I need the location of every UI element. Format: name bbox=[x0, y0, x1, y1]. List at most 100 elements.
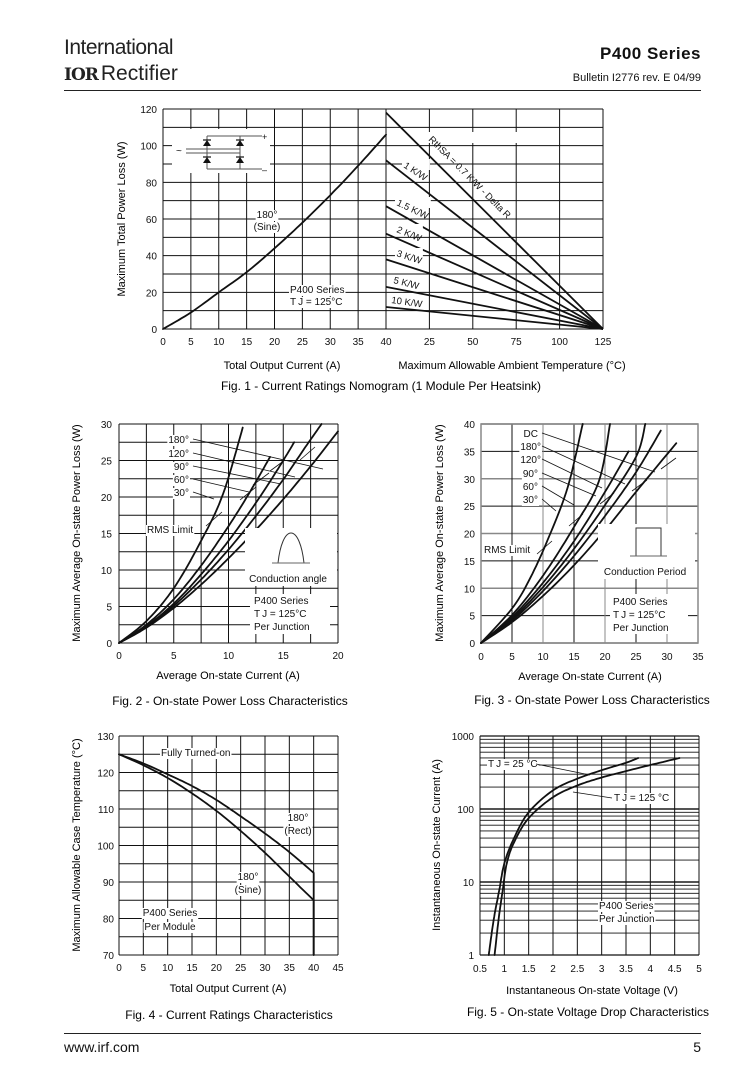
fig1-label-tj: T J = 125°C bbox=[290, 297, 342, 308]
fig3-xtick: 25 bbox=[630, 652, 642, 663]
fig3-rms-limit-mark bbox=[599, 492, 615, 505]
fig1-xtick: 40 bbox=[380, 337, 392, 348]
fig4-label-rect-1: 180° bbox=[288, 813, 309, 824]
fig2-rms-limit-mark bbox=[299, 446, 316, 461]
fig4-label-sine-2: (Sine) bbox=[235, 885, 262, 896]
fig3-xtick: 15 bbox=[568, 652, 580, 663]
fig3-leader bbox=[541, 432, 656, 473]
fig4-ytick: 130 bbox=[97, 732, 114, 743]
fig1-ytick: 120 bbox=[140, 105, 157, 116]
fig4-ytick: 120 bbox=[97, 769, 114, 780]
fig1-rth-label-bg bbox=[402, 159, 430, 170]
fig5-label-series-bg bbox=[598, 901, 655, 912]
fig3-label: 180° bbox=[520, 442, 541, 453]
diode-icon bbox=[236, 157, 244, 163]
fig4-label-sine-1-bg bbox=[236, 872, 260, 883]
fig5-series-tj125 bbox=[493, 757, 681, 956]
fig1-xtick: 100 bbox=[551, 337, 568, 348]
fig3-label: 120° bbox=[520, 455, 541, 466]
fig1-label-tj-bg bbox=[289, 297, 344, 308]
fig2-inset-bg bbox=[245, 528, 337, 586]
fig5-ytick: 1000 bbox=[452, 732, 475, 743]
fig5-xtick: 0.5 bbox=[473, 964, 487, 975]
fig4-xtick: 40 bbox=[308, 963, 320, 974]
fig4-current-ratings: 0 5 10 15 20 25 30 35 40 45 70 80 90 100 110 120 130 Full… bbox=[97, 732, 344, 974]
fig1-rth-label-bg bbox=[390, 295, 424, 306]
footer-url[interactable]: www.irf.com bbox=[64, 1039, 140, 1055]
logo-rectifier-text: Rectifier bbox=[100, 62, 178, 85]
fig3-rms-limit-mark bbox=[660, 457, 677, 470]
fig4-ytick: 100 bbox=[97, 842, 114, 853]
fig5-xtick: 2 bbox=[550, 964, 556, 975]
fig4-xtick: 25 bbox=[235, 963, 247, 974]
fig2-ylabel: Maximum Average On-state Power Loss (W) bbox=[71, 424, 83, 641]
fig2-label-120: 120° bbox=[168, 449, 189, 460]
fig2-ytick: 20 bbox=[101, 493, 113, 504]
fig5-caption: Fig. 5 - On-state Voltage Drop Character… bbox=[467, 1005, 709, 1019]
fig5-xtick: 4 bbox=[648, 964, 654, 975]
fig5-label-tj25-bg bbox=[487, 759, 539, 770]
fig3-ytick: 0 bbox=[469, 639, 475, 650]
fig3-series-120deg bbox=[480, 423, 647, 644]
fig1-series-rth-0 bbox=[385, 112, 604, 330]
fig3-series-180deg bbox=[480, 429, 662, 644]
fig5-leader-25 bbox=[535, 763, 591, 776]
diode-icon bbox=[203, 157, 211, 163]
fig2-label-180-bg bbox=[167, 435, 190, 446]
fig3-ytick: 25 bbox=[464, 502, 476, 513]
fig3-ytick: 40 bbox=[464, 420, 476, 431]
footer-divider bbox=[64, 1033, 701, 1034]
fig5-ytick: 10 bbox=[463, 878, 475, 889]
fig3-label-bg bbox=[519, 442, 542, 453]
fig1-xtick: 15 bbox=[241, 337, 253, 348]
fig3-ytick: 30 bbox=[464, 475, 476, 486]
fig3-series-30deg bbox=[480, 423, 584, 644]
bridge-rectifier-icon: ~ + – bbox=[172, 129, 270, 175]
fig1-xlabel-left: Total Output Current (A) bbox=[224, 360, 341, 372]
fig4-label-fully-on: Fully Turned-on bbox=[161, 748, 230, 759]
fig5-xtick: 1 bbox=[502, 964, 508, 975]
fig1-label-sine: (Sine) bbox=[254, 222, 281, 233]
fig3-leader bbox=[541, 485, 575, 506]
minus-symbol: – bbox=[262, 165, 267, 175]
fig4-xtick: 0 bbox=[116, 963, 122, 974]
fig1-series-rth-6 bbox=[385, 306, 604, 330]
fig3-xtick: 10 bbox=[537, 652, 549, 663]
fig5-xtick: 2.5 bbox=[570, 964, 584, 975]
fig2-xtick: 15 bbox=[278, 651, 290, 662]
fig1-xtick: 25 bbox=[424, 337, 436, 348]
fig4-xtick: 5 bbox=[141, 963, 147, 974]
fig3-label-conduction: Conduction Period bbox=[604, 567, 686, 578]
fig2-label-tj: T J = 125°C bbox=[254, 609, 306, 620]
fig3-ytick: 10 bbox=[464, 584, 476, 595]
fig2-rms-limit-mark bbox=[239, 486, 257, 501]
fig3-label-series: P400 Series bbox=[613, 597, 667, 608]
fig3-frame bbox=[480, 423, 699, 644]
fig1-ytick: 80 bbox=[146, 178, 158, 189]
fig4-series-180-sine bbox=[118, 753, 315, 956]
fig1-rth-label-bg bbox=[395, 224, 423, 235]
fig3-label-bg bbox=[519, 455, 542, 466]
fig1-rth-label-bg bbox=[395, 197, 431, 208]
fig1-rth-label: 10 K/W bbox=[391, 295, 423, 310]
fig1-xtick: 35 bbox=[353, 337, 365, 348]
fig2-series-180deg bbox=[118, 430, 339, 644]
fig3-leader bbox=[541, 498, 557, 512]
fig3-series-90deg bbox=[480, 450, 630, 644]
fig1-ytick: 0 bbox=[151, 325, 157, 336]
fig2-label-conduction: Conduction angle bbox=[249, 574, 327, 585]
fig3-caption: Fig. 3 - On-state Power Loss Characteris… bbox=[474, 693, 709, 707]
fig4-xlabel: Total Output Current (A) bbox=[170, 983, 287, 995]
fig2-rms-limit-mark bbox=[252, 472, 270, 486]
fig2-xtick: 5 bbox=[171, 651, 177, 662]
fig1-label-180-bg bbox=[255, 210, 279, 221]
fig1-ytick: 60 bbox=[146, 215, 158, 226]
fig1-label-180: 180° bbox=[257, 210, 278, 221]
fig3-rms-label: RMS Limit bbox=[484, 545, 530, 556]
fig3-ylabel: Maximum Average On-state Power Loss (W) bbox=[434, 424, 446, 641]
fig1-label-series-bg bbox=[289, 285, 346, 296]
fig2-label-30: 30° bbox=[174, 488, 189, 499]
fig3-label-bg bbox=[521, 469, 539, 480]
fig5-xtick: 5 bbox=[696, 964, 702, 975]
fig2-series-90deg bbox=[118, 441, 296, 644]
